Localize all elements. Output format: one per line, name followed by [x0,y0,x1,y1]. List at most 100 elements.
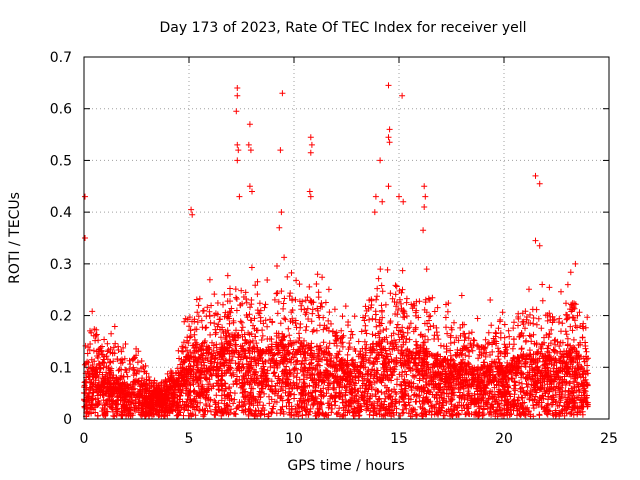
data-point [345,322,351,329]
data-point [395,307,401,313]
data-point [274,263,280,269]
data-point [569,300,576,307]
data-point [200,307,207,314]
data-point [109,404,116,411]
data-point [489,348,496,355]
data-point [374,293,380,300]
data-point [278,393,285,400]
data-point [194,341,201,348]
data-point [89,308,96,315]
data-point [461,330,468,337]
data-point [533,340,540,347]
data-point [443,349,450,355]
data-point [348,328,355,335]
data-point [248,264,255,271]
data-point [526,286,532,293]
data-point [378,282,385,289]
data-point [407,320,414,327]
data-point [399,267,406,274]
data-point [186,323,193,330]
data-point [87,341,94,347]
data-point [195,302,202,309]
data-point [512,382,519,389]
data-point [417,332,424,339]
data-point [378,302,385,309]
data-point [399,406,406,413]
data-point [245,329,252,336]
data-point [310,327,317,333]
data-point [403,371,410,378]
data-point [281,254,288,261]
data-point [227,309,234,316]
data-point [93,331,100,338]
data-point [361,338,368,345]
data-point [382,382,388,389]
data-point [556,343,563,350]
data-point [268,396,275,403]
data-point [431,336,438,342]
data-point [115,343,122,350]
data-point [177,393,184,399]
data-point [392,282,399,289]
data-point [264,277,271,283]
data-point [313,327,320,334]
data-point [218,397,225,404]
data-point [233,307,240,314]
data-point [366,316,373,323]
data-point [254,278,261,285]
data-point [292,320,299,327]
data-point [265,344,272,351]
data-point [416,298,423,305]
data-point [250,322,256,329]
data-point [236,376,243,383]
data-point [393,283,400,290]
y-tick-label: 0.7 [50,50,72,66]
data-point [195,313,202,320]
data-point [488,322,495,329]
data-point [264,367,271,374]
data-point [289,296,296,303]
data-point [377,266,384,273]
data-point [243,299,250,306]
data-point [274,290,281,296]
data-point [511,319,517,326]
data-point [558,288,564,295]
data-point [533,306,540,313]
data-point [563,300,569,307]
data-point [393,381,400,388]
data-point [194,319,201,326]
data-point [369,331,376,338]
data-point [447,340,454,347]
data-point [231,390,238,397]
data-point [127,361,134,368]
data-point [570,389,577,396]
data-point [501,321,508,328]
data-point [301,380,308,387]
data-point [425,295,432,302]
data-point [469,347,476,354]
data-point [112,340,119,347]
data-point [285,325,292,332]
data-point [396,336,403,343]
data-point [509,345,516,352]
data-point [224,272,231,279]
data-point [391,386,398,393]
data-point [254,291,261,298]
data-point [207,331,214,338]
data-point [217,363,224,370]
data-point [333,410,340,417]
data-point [278,288,285,295]
data-point [247,304,253,311]
x-axis-ticks: 0 5 10 15 20 25 [80,57,618,447]
data-point [416,392,423,399]
data-point [384,266,391,273]
data-point [340,411,347,418]
data-point [420,339,427,346]
data-point [475,355,482,362]
data-point [199,324,206,331]
data-point [323,390,330,397]
data-point [385,359,392,366]
data-point [265,410,272,417]
data-point [211,291,218,298]
data-point [442,314,449,321]
